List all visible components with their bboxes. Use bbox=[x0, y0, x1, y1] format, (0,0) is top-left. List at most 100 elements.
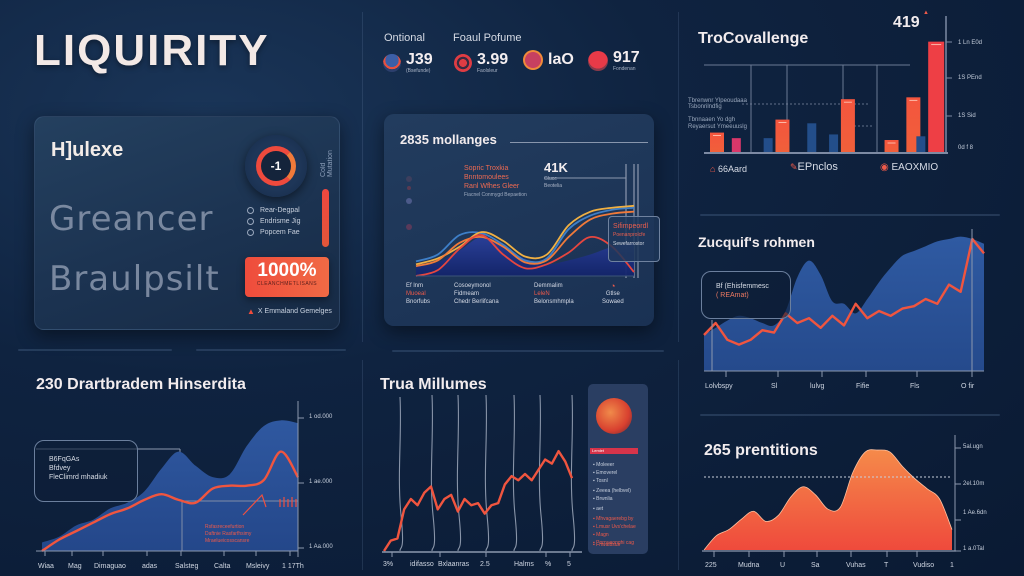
mollanges-note: Sopric Troxkia Bnntomoulees Ranl Wfhes G… bbox=[464, 164, 519, 191]
percent-button[interactable]: 1000% CLEANCHMETLISANS bbox=[245, 257, 329, 297]
legend-item[interactable]: ▪ Lmusr Uvs'chelae bbox=[593, 524, 636, 530]
x-tick: Sa bbox=[811, 562, 820, 569]
kpi-arrow-icon: ▲ bbox=[923, 10, 929, 16]
stat-item[interactable]: laO bbox=[523, 50, 574, 70]
stat-item[interactable]: 3.99 Faolsleur bbox=[454, 52, 508, 74]
stat-sub: Faolsleur bbox=[477, 68, 498, 74]
footer-item: Ef lnm bbox=[406, 283, 424, 289]
bar-orange bbox=[710, 132, 724, 153]
legend-item[interactable]: ▪ Pornuaonghi cag bbox=[593, 540, 634, 546]
warning-icon: ▲ bbox=[247, 307, 255, 316]
option-item[interactable]: Endrisme Jig bbox=[247, 216, 300, 227]
title-rule bbox=[510, 142, 648, 143]
bar-panel-kpi: 419 bbox=[893, 14, 920, 31]
stats-label-1: Ontional bbox=[384, 32, 425, 44]
x-tick: Mudna bbox=[738, 562, 760, 569]
legend-item[interactable]: ▪ Tosnl bbox=[593, 478, 608, 484]
legend-item[interactable]: ▪ Emoverel bbox=[593, 470, 618, 476]
footer-item[interactable]: ✎EPnclos bbox=[790, 161, 838, 173]
legend-item[interactable]: ▪ Moleeer bbox=[593, 462, 615, 468]
app-logo: LIQUIRITY bbox=[34, 26, 270, 75]
kpi-sub: Gluce Beotelia bbox=[544, 176, 562, 190]
stat-item[interactable]: 917 Fondenan bbox=[588, 50, 640, 72]
grid-line bbox=[456, 395, 462, 552]
series-line bbox=[382, 449, 574, 552]
gauge-dial[interactable]: -1 bbox=[245, 135, 307, 197]
zuquif-note: Bf (Ehisfemmesc ( REAmat) bbox=[701, 271, 791, 319]
legend-item[interactable]: ▪ Brwnlia bbox=[593, 496, 613, 502]
prentitions-title: 265 prentitions bbox=[704, 442, 818, 459]
legend-line: Tbnnaaen Yo dgh bbox=[688, 117, 736, 123]
mollanges-card: 2835 mollanges Sopric Troxkia Bnntomoule… bbox=[384, 114, 660, 326]
divider bbox=[392, 350, 664, 352]
radio-button[interactable] bbox=[247, 229, 254, 236]
area-fill bbox=[704, 449, 952, 550]
x-tick: 225 bbox=[705, 562, 717, 569]
radio-button[interactable] bbox=[247, 218, 254, 225]
note-line: Bfdvey bbox=[49, 465, 71, 472]
option-item[interactable]: Rear-Degpal bbox=[247, 205, 300, 216]
y-tick: 1 ae.000 bbox=[309, 479, 333, 485]
home-icon: ⌂ bbox=[710, 164, 716, 174]
y-tick: 1 od.000 bbox=[309, 414, 333, 420]
stat-value: J39 bbox=[406, 51, 433, 68]
series-line bbox=[41, 450, 300, 552]
kpi-sub-line: Gluce bbox=[544, 176, 558, 182]
y-tick: 1 a.0Tal bbox=[963, 546, 985, 552]
overview-headline-2: Braulpsilt bbox=[49, 259, 220, 299]
drartbradem-chart bbox=[36, 401, 304, 557]
x-tick: % bbox=[545, 561, 552, 568]
avatar-icon bbox=[596, 398, 632, 434]
series-line-blue bbox=[415, 206, 635, 264]
note-line: Bnntomoulees bbox=[464, 174, 509, 181]
x-tick: Wiaa bbox=[38, 563, 54, 570]
zuquif-title: Zucquif's rohmen bbox=[698, 234, 815, 250]
footer-label: EPnclos bbox=[797, 161, 838, 173]
target-icon bbox=[454, 54, 472, 72]
prentitions-chart bbox=[702, 435, 961, 557]
legend-header: Lemlet bbox=[590, 448, 638, 454]
series-line-red bbox=[415, 234, 635, 277]
stat-sub: Fondenan bbox=[613, 66, 636, 72]
footer-item: Gtlse bbox=[605, 291, 620, 297]
footer-item: Demmalim bbox=[534, 283, 563, 289]
stat-item[interactable]: J39 (Bsefunde) bbox=[383, 52, 433, 74]
tooltip-line: Poenanprolcfe bbox=[613, 232, 646, 238]
legend-item[interactable]: ▪ Magn bbox=[593, 532, 609, 538]
y-tick: 1S PEnd bbox=[958, 75, 982, 81]
overview-card: H]ulexe Greancer Braulpsilt -1 Cold Muta… bbox=[34, 116, 340, 330]
footer-col: Ef lnm Muoeal Bnorfubs bbox=[406, 282, 430, 306]
percent-sublabel: CLEANCHMETLISANS bbox=[256, 281, 318, 287]
note-line: ( REAmat) bbox=[716, 292, 749, 299]
option-label: Popcem Fae bbox=[260, 229, 300, 236]
x-tick: lulvg bbox=[810, 383, 825, 390]
mollanges-kpi: 41K bbox=[544, 160, 568, 175]
x-tick: idifasso bbox=[410, 561, 434, 568]
y-tick: 0d f 8 bbox=[958, 145, 974, 151]
note-line: Sopric Troxkia bbox=[464, 165, 509, 172]
orbit-icon bbox=[383, 54, 401, 72]
inset-line: Mraelueicosscansre bbox=[205, 538, 250, 544]
x-tick: Mag bbox=[68, 563, 82, 570]
footer-label: 66Aard bbox=[717, 164, 747, 174]
x-tick: O fir bbox=[961, 383, 975, 390]
footer-item: LeleN bbox=[534, 291, 550, 297]
area-fill bbox=[704, 236, 984, 371]
legend-item[interactable]: ▪ Fhwalbsus bbox=[593, 542, 621, 548]
bar-orange bbox=[775, 119, 790, 153]
legend-item[interactable]: ▪ Mhvagaerebg by bbox=[593, 516, 634, 522]
legend-item[interactable]: ▪ Zeeea (helbvel) bbox=[593, 488, 631, 494]
series-line bbox=[703, 237, 985, 346]
y-tick: 1 Ln E0d bbox=[958, 40, 983, 46]
drartbradem-title: 230 Drartbradem Hinserdita bbox=[36, 376, 246, 393]
divider bbox=[700, 214, 1000, 216]
legend-item[interactable]: ▪ aet bbox=[593, 506, 604, 512]
option-item[interactable]: Popcem Fae bbox=[247, 227, 300, 238]
bar-blue bbox=[829, 134, 839, 153]
radio-button[interactable] bbox=[247, 207, 254, 214]
series-line-orange bbox=[415, 210, 635, 268]
area-fill bbox=[42, 420, 298, 551]
tooltip-title: Sifimpeordl bbox=[613, 223, 649, 230]
footer-item[interactable]: ◉ EAOXMIO bbox=[880, 162, 938, 173]
footer-item[interactable]: ⌂ 66Aard bbox=[710, 164, 747, 174]
